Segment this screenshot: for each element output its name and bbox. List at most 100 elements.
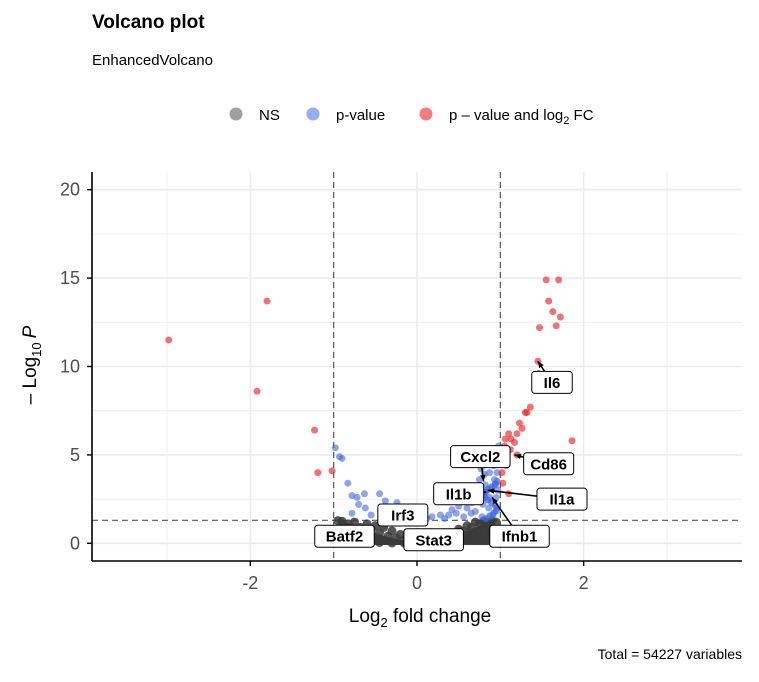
point-ns xyxy=(350,517,359,527)
point-pvalue-fc xyxy=(253,387,261,395)
gene-label: Cxcl2 xyxy=(460,449,500,466)
point-pvalue-fc xyxy=(542,276,550,284)
y-tick-label: 20 xyxy=(60,180,80,200)
legend-label-pfc-sub: 2 xyxy=(563,115,569,127)
point-pvalue-fc xyxy=(523,408,531,416)
y-tick-label: 15 xyxy=(60,268,80,288)
point-pvalue-fc xyxy=(328,467,336,475)
point-pvalue-fc xyxy=(518,424,526,432)
gene-label-box xyxy=(433,482,485,506)
point-pvalue-fc xyxy=(536,324,543,332)
point-pvalue-fc xyxy=(556,313,564,321)
point-ns xyxy=(491,517,501,527)
gene-label-box xyxy=(523,452,575,476)
legend-key-p xyxy=(306,107,320,121)
legend: NS p-value p – value and log2 FC xyxy=(229,107,594,127)
point-pvalue-fc xyxy=(555,276,563,284)
gene-label: Il1b xyxy=(446,486,472,503)
point-pvalue-fc xyxy=(568,437,576,445)
point-pvalue-fc xyxy=(505,430,513,438)
label-arrow xyxy=(514,453,522,460)
label-arrow xyxy=(492,497,498,505)
legend-label-pfc-main: p – value and log xyxy=(449,107,563,124)
x-tick-label: 0 xyxy=(412,573,422,593)
point-pvalue-fc xyxy=(498,469,506,477)
chart-subtitle: EnhancedVolcano xyxy=(92,52,213,69)
gene-label-box xyxy=(450,445,511,469)
legend-key-ns xyxy=(229,107,243,121)
gene-label-box xyxy=(536,487,588,511)
point-pvalue-fc xyxy=(499,479,507,487)
point-pvalue-fc xyxy=(311,426,318,434)
gene-label: Il6 xyxy=(544,375,561,392)
point-pvalue xyxy=(367,511,375,519)
label-arrow xyxy=(480,474,486,482)
point-pvalue xyxy=(331,444,339,452)
point-pvalue xyxy=(428,513,436,521)
y-tick-label: 10 xyxy=(60,357,80,377)
point-pvalue xyxy=(338,454,346,462)
point-pvalue-fc xyxy=(263,297,271,305)
point-pvalue xyxy=(361,490,368,498)
point-pvalue xyxy=(445,511,453,519)
point-pvalue xyxy=(463,504,471,512)
x-axis-title-sub: 2 xyxy=(380,615,387,630)
axes xyxy=(87,172,742,566)
gene-label-box xyxy=(489,524,550,548)
point-pvalue xyxy=(381,497,389,505)
gene-label-box xyxy=(531,370,573,394)
gene-label: Batf2 xyxy=(326,529,364,546)
point-pvalue xyxy=(355,500,363,508)
point-pvalue xyxy=(493,477,501,485)
point-pvalue-fc xyxy=(516,419,523,427)
gene-labels: Il6 Cxcl2 Cd86 Il1b Il1a Irf3 Batf2 Stat3 Ifnb1 xyxy=(314,370,588,552)
point-pvalue xyxy=(467,509,475,517)
legend-label-p: p-value xyxy=(336,107,385,124)
x-tick-label: 2 xyxy=(579,573,589,593)
point-pvalue xyxy=(348,509,356,517)
legend-key-pfc xyxy=(419,107,433,121)
gene-label-box xyxy=(314,524,375,548)
y-axis-title-p: P xyxy=(20,325,41,338)
gene-label: Stat3 xyxy=(415,532,452,549)
point-pvalue xyxy=(460,513,468,521)
gene-label: Il1a xyxy=(549,492,575,509)
point-pvalue-fc xyxy=(545,297,553,305)
legend-label-pfc-end: FC xyxy=(569,107,593,124)
y-axis-title-main: – Log xyxy=(20,357,41,405)
point-pvalue xyxy=(485,504,493,512)
point-pvalue-fc xyxy=(526,403,534,411)
legend-label-pfc: p – value and log2 FC xyxy=(449,107,594,127)
gene-label: Ifnb1 xyxy=(502,529,538,546)
gene-label-box xyxy=(403,528,464,552)
y-axis-title: – Log10 P xyxy=(20,325,44,404)
x-axis-title: Log2 fold change xyxy=(349,606,491,630)
x-axis-title-main: Log xyxy=(349,606,381,627)
point-pvalue xyxy=(376,490,383,498)
point-pvalue xyxy=(452,509,460,517)
point-pvalue xyxy=(476,476,483,484)
grid xyxy=(92,172,742,561)
label-arrow xyxy=(537,361,544,369)
point-pvalue-fc xyxy=(513,430,521,438)
gene-label: Irf3 xyxy=(391,508,414,525)
point-pvalue xyxy=(486,469,493,477)
y-tick-label: 5 xyxy=(70,445,80,465)
point-pvalue xyxy=(361,504,369,512)
point-pvalue-fc xyxy=(501,435,509,443)
legend-label-ns: NS xyxy=(259,107,280,124)
point-pvalue-fc xyxy=(511,439,518,447)
x-axis-title-rest: fold change xyxy=(388,606,492,627)
label-arrow xyxy=(487,488,495,494)
point-pvalue xyxy=(353,493,361,501)
y-axis-title-sub: 10 xyxy=(29,342,44,356)
chart-caption: Total = 54227 variables xyxy=(597,646,742,662)
chart-title: Volcano plot xyxy=(92,12,205,33)
x-tick-label: -2 xyxy=(242,573,258,593)
gene-label: Cd86 xyxy=(530,456,567,473)
point-pvalue xyxy=(344,479,352,487)
point-pvalue-fc xyxy=(549,308,557,316)
data-points xyxy=(165,276,576,548)
